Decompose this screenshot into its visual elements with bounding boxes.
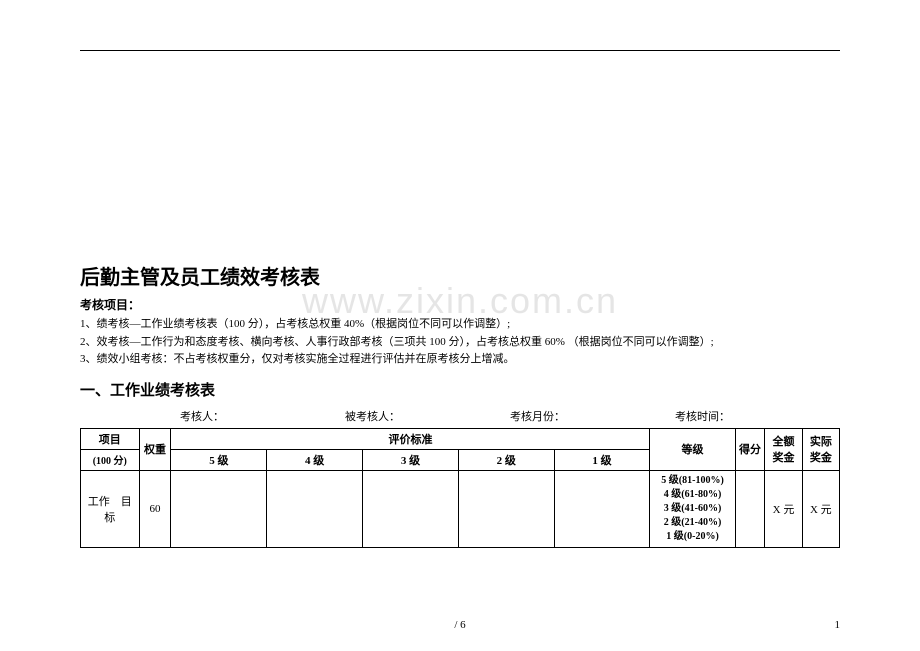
th-criteria: 评价标准 — [171, 428, 650, 449]
cell-l2 — [458, 470, 554, 547]
cell-grades: 5 级(81-100%) 4 级(61-80%) 3 级(41-60%) 2 级… — [650, 470, 735, 547]
cell-l3 — [363, 470, 459, 547]
th-level2: 2 级 — [458, 449, 554, 470]
cell-l4 — [267, 470, 363, 547]
cell-l1 — [554, 470, 650, 547]
th-level4: 4 级 — [267, 449, 363, 470]
item-1: 1、绩考核—工作业绩考核表（100 分），占考核总权重 40%（根据岗位不同可以… — [80, 316, 840, 334]
th-grade: 等级 — [650, 428, 735, 470]
sub-label: 考核项目： — [80, 296, 840, 313]
table-row: 工作 目标 60 5 级(81-100%) 4 级(61-80%) 3 级(41… — [81, 470, 840, 547]
th-level5: 5 级 — [171, 449, 267, 470]
meta-examinee: 被考核人： — [345, 408, 510, 424]
grade-5: 5 级(81-100%) — [652, 474, 732, 488]
assessment-table: 项目 权重 评价标准 等级 得分 全额奖金 实际奖金 (100 分) 5 级 4… — [80, 428, 840, 548]
th-project: 项目 — [81, 428, 140, 449]
section-title: 一、工作业绩考核表 — [80, 379, 840, 400]
footer: / 6 1 — [0, 619, 920, 631]
meta-row: 考核人： 被考核人： 考核月份： 考核时间： — [80, 408, 840, 424]
item-2: 2、效考核—工作行为和态度考核、横向考核、人事行政部考核（三项共 100 分），… — [80, 334, 840, 352]
th-project-label: 项目 — [84, 431, 136, 447]
grade-3: 3 级(41-60%) — [652, 502, 732, 516]
cell-weight: 60 — [139, 470, 171, 547]
th-level1: 1 级 — [554, 449, 650, 470]
th-project-note: (100 分) — [81, 449, 140, 470]
cell-score — [735, 470, 765, 547]
page-title: 后勤主管及员工绩效考核表 — [80, 261, 840, 290]
grade-2: 2 级(21-40%) — [652, 516, 732, 530]
th-weight: 权重 — [139, 428, 171, 470]
item-3: 3、绩效小组考核：不占考核权重分，仅对考核实施全过程进行评估并在原考核分上增减。 — [80, 351, 840, 369]
page-number-center: / 6 — [454, 619, 465, 631]
th-score: 得分 — [735, 428, 765, 470]
grade-1: 1 级(0-20%) — [652, 530, 732, 544]
page-number-right: 1 — [835, 619, 841, 631]
meta-month: 考核月份： — [510, 408, 675, 424]
meta-examiner: 考核人： — [180, 408, 345, 424]
grade-4: 4 级(61-80%) — [652, 488, 732, 502]
th-level3: 3 级 — [363, 449, 459, 470]
header-rule — [80, 50, 840, 51]
cell-l5 — [171, 470, 267, 547]
cell-project: 工作 目标 — [81, 470, 140, 547]
table-header-row-1: 项目 权重 评价标准 等级 得分 全额奖金 实际奖金 — [81, 428, 840, 449]
th-full-bonus: 全额奖金 — [765, 428, 802, 470]
cell-full-bonus: X 元 — [765, 470, 802, 547]
meta-time: 考核时间： — [675, 408, 840, 424]
th-actual-bonus: 实际奖金 — [802, 428, 839, 470]
cell-actual-bonus: X 元 — [802, 470, 839, 547]
